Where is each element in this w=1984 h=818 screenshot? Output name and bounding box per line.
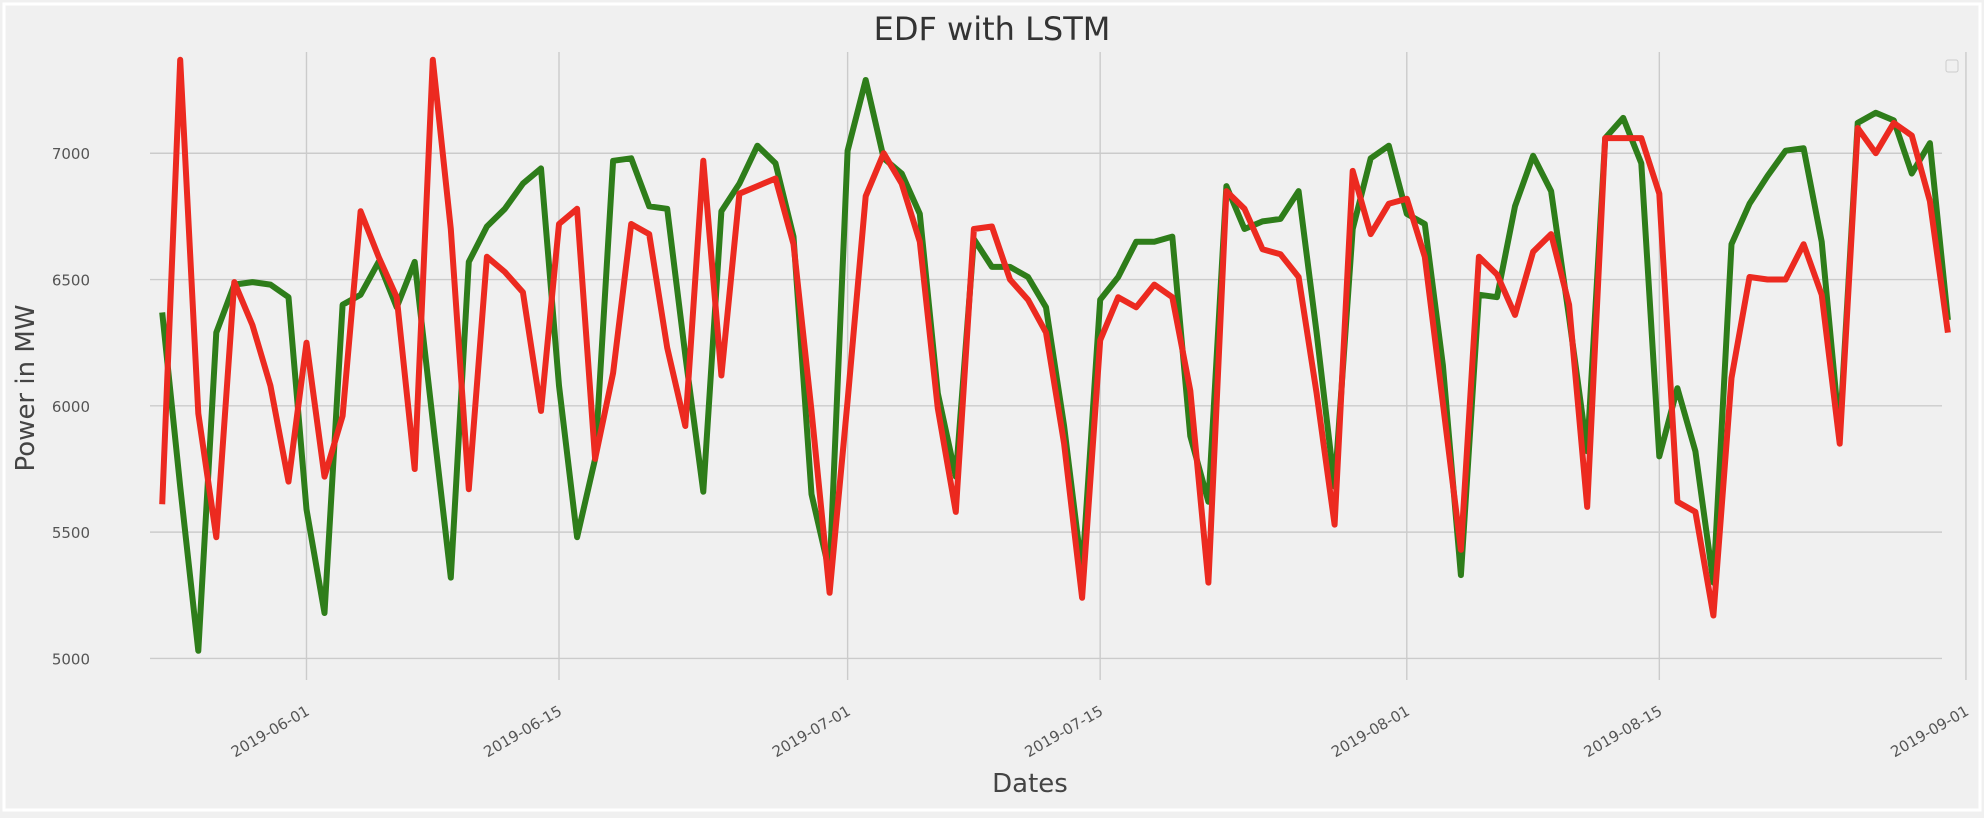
- y-tick-label: 5500: [52, 524, 90, 542]
- series-line-red: [159, 56, 1951, 619]
- legend-box: [1945, 59, 1959, 73]
- y-tick-label: 6500: [52, 272, 90, 290]
- y-tick-label: 6000: [52, 398, 90, 416]
- y-tick-label: 5000: [52, 650, 90, 668]
- chart-title: EDF with LSTM: [874, 10, 1111, 48]
- y-tick-label: 7000: [52, 145, 90, 163]
- x-axis-label: Dates: [992, 769, 1068, 799]
- series-line-green: [159, 77, 1951, 654]
- series-lines: [159, 56, 1951, 654]
- y-axis-label: Power in MW: [11, 305, 41, 472]
- grid: [150, 52, 1967, 680]
